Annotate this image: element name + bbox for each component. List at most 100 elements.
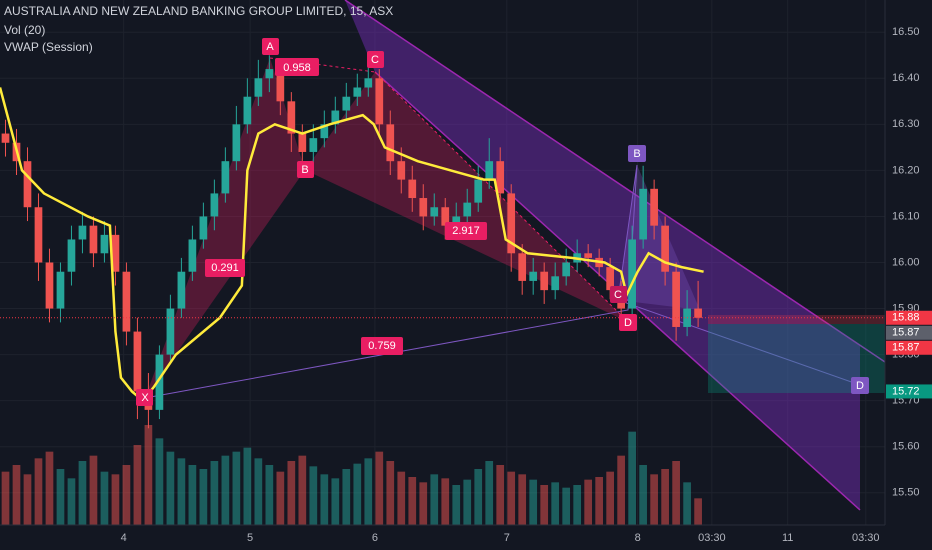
- candle-body: [584, 253, 593, 258]
- indicator-label: Vol (20): [4, 23, 45, 37]
- volume-bar: [452, 485, 461, 525]
- annotation: D: [856, 380, 864, 392]
- volume-bar: [595, 477, 604, 525]
- volume-bar: [419, 482, 428, 525]
- candle-body: [474, 179, 483, 203]
- volume-bar: [364, 458, 373, 525]
- candle-body: [518, 253, 527, 281]
- candle-body: [287, 101, 296, 134]
- volume-bar: [397, 471, 406, 525]
- volume-bar: [485, 461, 494, 525]
- annotation: A: [266, 41, 274, 53]
- volume-layer: [1, 425, 702, 525]
- ratio-box: [445, 222, 487, 240]
- volume-bar: [606, 471, 615, 525]
- volume-bar: [650, 474, 658, 525]
- candle-body: [650, 188, 658, 226]
- pattern-leg: [374, 71, 629, 323]
- x-tick-label: 8: [635, 532, 641, 544]
- annotation-box: [851, 377, 869, 394]
- volume-bar: [309, 466, 318, 525]
- volume-bar: [518, 474, 527, 525]
- volume-bar: [89, 455, 98, 525]
- candle-body: [166, 308, 175, 355]
- y-tick-label: 16.50: [892, 26, 920, 38]
- volume-bar: [441, 478, 450, 525]
- y-tick-label: 15.60: [892, 441, 920, 453]
- volume-bar: [188, 465, 197, 525]
- annotation-box: [610, 286, 627, 303]
- ratio-label: 2.917: [452, 225, 480, 237]
- volume-bar: [474, 469, 483, 525]
- annotation-box: [628, 145, 646, 162]
- volume-bar: [562, 487, 571, 525]
- candle-body: [375, 78, 384, 125]
- channel: [345, 0, 860, 510]
- candle-body: [364, 78, 373, 88]
- candle-body: [463, 202, 472, 217]
- candle-body: [243, 96, 252, 125]
- price-label: 15.87: [892, 342, 920, 354]
- candle-body: [496, 161, 505, 194]
- axis-layer: 15.5015.6015.7015.8015.9016.0016.1016.20…: [121, 26, 932, 544]
- candle-body: [199, 216, 208, 240]
- candle-body: [672, 271, 680, 327]
- candle-body: [111, 234, 120, 272]
- volume-bar: [628, 431, 636, 525]
- candle-body: [408, 179, 417, 199]
- annotation: B: [301, 164, 308, 176]
- volume-bar: [353, 463, 362, 525]
- volume-bar: [298, 455, 307, 525]
- candle-body: [122, 271, 131, 332]
- annotation-box: [367, 51, 384, 68]
- x-tick-label: 6: [372, 532, 378, 544]
- volume-bar: [683, 482, 691, 525]
- price-label-box: [886, 340, 932, 355]
- volume-bar: [100, 471, 109, 525]
- candle-body: [276, 69, 285, 102]
- candle-body: [188, 239, 197, 272]
- candle-body: [353, 87, 362, 97]
- candle-body: [419, 198, 428, 217]
- annotation-box: [619, 314, 637, 331]
- volume-bar: [287, 461, 296, 525]
- volume-bar: [320, 474, 329, 525]
- ratio-box: [275, 58, 319, 76]
- volume-bar: [23, 474, 32, 525]
- annotation: X: [141, 392, 149, 404]
- volume-bar: [463, 479, 472, 525]
- ratio-label: 0.291: [211, 262, 239, 274]
- annotation: C: [614, 289, 622, 301]
- annotation: B: [633, 148, 640, 160]
- price-label-box: [886, 384, 932, 399]
- annotation-box: [297, 161, 314, 178]
- x-tick-label: 03:30: [698, 532, 726, 544]
- ratio-label: 0.958: [283, 62, 311, 74]
- volume-bar: [573, 485, 582, 525]
- volume-bar: [12, 465, 21, 525]
- volume-bar: [584, 479, 593, 525]
- candle-body: [100, 234, 109, 254]
- candle-body: [441, 207, 450, 226]
- volume-bar: [265, 465, 274, 525]
- volume-bar: [166, 451, 175, 525]
- y-tick-label: 16.10: [892, 210, 920, 222]
- volume-bar: [45, 451, 54, 525]
- volume-bar: [56, 469, 65, 525]
- candle-body: [485, 161, 494, 180]
- volume-bar: [507, 471, 516, 525]
- volume-bar: [529, 479, 538, 525]
- x-tick-label: 03:30: [852, 532, 880, 544]
- annotation: C: [371, 54, 379, 66]
- volume-bar: [232, 451, 241, 525]
- volume-bar: [133, 445, 142, 525]
- candle-body: [551, 276, 560, 291]
- volume-bar: [276, 471, 285, 525]
- candle-body: [221, 161, 230, 194]
- volume-bar: [639, 465, 647, 525]
- vwap-line: [0, 87, 704, 403]
- volume-bar: [221, 455, 230, 525]
- volume-bar: [694, 498, 702, 525]
